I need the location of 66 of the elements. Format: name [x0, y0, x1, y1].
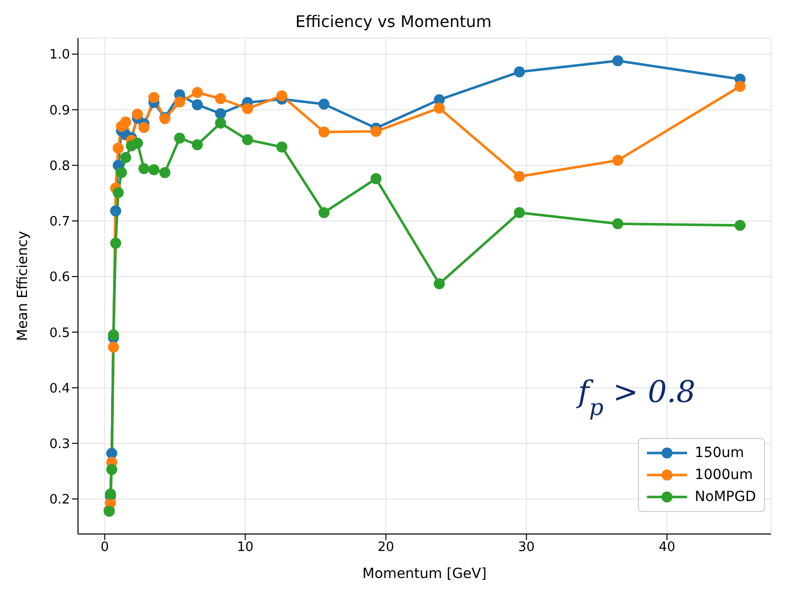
y-tick-label: 1.0 — [49, 48, 70, 63]
point — [612, 55, 624, 66]
point — [159, 167, 170, 178]
point — [370, 126, 382, 137]
x-tick-label: 40 — [658, 540, 676, 556]
point — [514, 170, 525, 182]
point — [318, 126, 330, 138]
point — [116, 167, 127, 178]
point — [148, 92, 160, 103]
y-tick-label: 0.8 — [49, 158, 70, 174]
y-tick-label: 0.3 — [49, 436, 70, 452]
y-tick-label: 0.9 — [49, 103, 70, 118]
point — [215, 93, 226, 104]
x-tick-label: 20 — [378, 540, 394, 556]
point — [112, 187, 124, 198]
y-tick-label: 0.7 — [49, 214, 70, 230]
point — [112, 142, 124, 154]
point — [514, 66, 525, 78]
point — [318, 207, 330, 218]
x-tick-label: 0 — [100, 540, 109, 556]
point — [132, 138, 143, 149]
y-tick-label: 0.6 — [49, 270, 70, 286]
point — [106, 464, 118, 475]
point — [318, 98, 330, 110]
point — [192, 139, 203, 150]
annotation: f$_{p}$ > 0.8 — [576, 375, 696, 421]
point — [434, 278, 445, 290]
point — [138, 122, 150, 134]
point — [734, 80, 746, 92]
point — [132, 108, 143, 120]
point — [242, 134, 254, 146]
point — [734, 220, 746, 231]
point — [370, 173, 382, 184]
legend-label: 1000um — [694, 467, 753, 483]
point — [215, 108, 226, 120]
point — [276, 90, 288, 102]
point — [148, 164, 160, 176]
y-axis-title: Mean Efficiency — [14, 230, 31, 342]
legend-label: 150um — [694, 445, 744, 461]
point — [174, 132, 186, 144]
y-tick-label: 0.2 — [49, 492, 70, 508]
x-axis-title: Momentum [GeV] — [362, 566, 487, 582]
point — [108, 342, 119, 353]
point — [104, 488, 116, 500]
point — [242, 103, 254, 114]
x-tick-label: 10 — [237, 540, 254, 556]
point — [110, 205, 122, 216]
point — [108, 329, 119, 340]
chart-title: Efficiency vs Momentum — [294, 12, 493, 31]
y-tick-label: 0.4 — [49, 381, 70, 396]
y-tick-label: 0.5 — [49, 326, 70, 341]
point — [120, 116, 132, 128]
point — [434, 102, 445, 114]
legend-label: NoMPGD — [694, 489, 756, 505]
point — [110, 238, 122, 249]
x-tick-label: 30 — [518, 540, 535, 556]
point — [215, 118, 226, 129]
point — [192, 99, 203, 110]
point — [120, 152, 132, 164]
point — [612, 154, 624, 166]
point — [514, 207, 525, 218]
point — [174, 96, 186, 108]
point — [276, 141, 288, 152]
point — [138, 163, 150, 174]
point — [612, 218, 624, 230]
point — [192, 86, 203, 98]
